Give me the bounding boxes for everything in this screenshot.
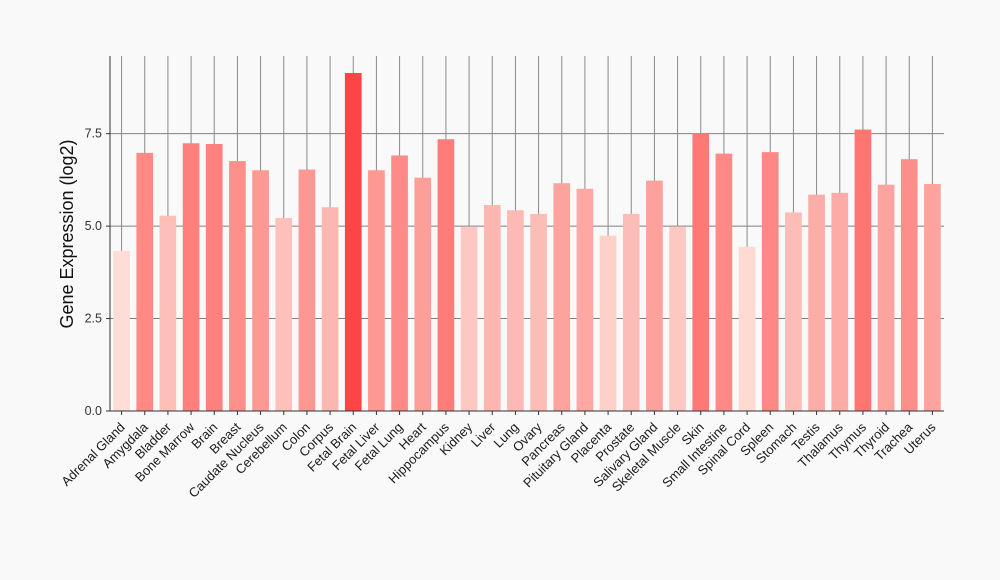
bar bbox=[437, 139, 455, 411]
bar bbox=[182, 143, 200, 412]
bar bbox=[576, 188, 594, 411]
bar bbox=[229, 161, 246, 411]
bar bbox=[136, 152, 154, 411]
bar bbox=[344, 73, 362, 412]
bar bbox=[553, 183, 571, 411]
bar bbox=[298, 169, 316, 411]
bar bbox=[275, 217, 293, 411]
bar bbox=[507, 210, 524, 411]
y-tick-label: 7.5 bbox=[85, 127, 102, 141]
bar bbox=[321, 207, 339, 411]
bar bbox=[159, 215, 177, 411]
bar bbox=[113, 250, 130, 411]
bar bbox=[738, 246, 756, 411]
bar bbox=[622, 213, 640, 411]
bar bbox=[877, 184, 895, 411]
bar bbox=[483, 205, 501, 411]
bar bbox=[669, 226, 686, 411]
bar bbox=[414, 177, 432, 411]
axis-layer: 0.0 2.5 5.0 7.5 bbox=[85, 56, 944, 418]
bar bbox=[854, 129, 872, 411]
bar bbox=[808, 194, 825, 411]
bar bbox=[715, 153, 733, 411]
bar bbox=[924, 183, 941, 411]
bar bbox=[205, 144, 223, 411]
y-tick-label: 2.5 bbox=[85, 312, 102, 326]
bar bbox=[460, 226, 478, 411]
y-axis-title: Gene Expression (log2) bbox=[57, 139, 77, 328]
bar bbox=[692, 133, 710, 412]
x-tick-label: Liver bbox=[468, 419, 499, 450]
y-tick-label: 0.0 bbox=[85, 404, 102, 418]
bar bbox=[530, 213, 547, 411]
bars-layer bbox=[113, 73, 941, 412]
bar bbox=[599, 235, 617, 411]
bar bbox=[391, 155, 408, 411]
bar bbox=[252, 170, 269, 411]
y-tick-label: 5.0 bbox=[85, 219, 102, 233]
bar bbox=[831, 192, 849, 411]
bar bbox=[900, 159, 918, 411]
bar bbox=[368, 170, 385, 411]
bar bbox=[646, 180, 663, 411]
bar bbox=[761, 152, 779, 412]
bar bbox=[785, 212, 802, 411]
